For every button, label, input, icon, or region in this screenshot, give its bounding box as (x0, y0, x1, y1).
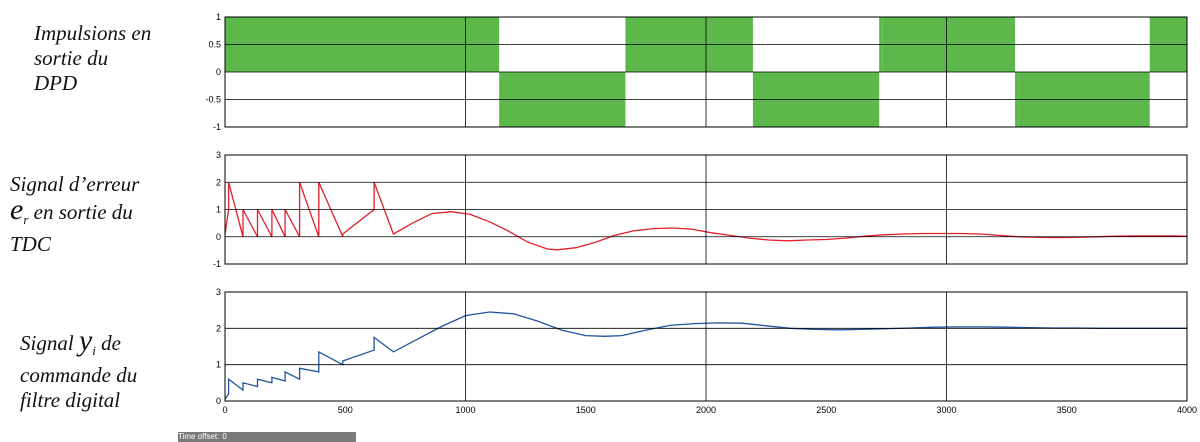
ytick-label-0-4: -1 (213, 122, 221, 132)
time-offset-value[interactable]: 0 (219, 432, 227, 442)
panel-border-0 (224, 16, 1188, 128)
ytick-label-1-4: -1 (213, 259, 221, 269)
control-label-line2: commande du (20, 363, 138, 388)
error-label-line2-text: en sortie du (28, 200, 133, 224)
pulse-label-line3: DPD (34, 71, 78, 95)
ytick-label-2-3: 0 (216, 396, 221, 406)
error-label-line1: Signal d’erreur (10, 172, 140, 196)
time-offset-bar: Time offset: 0 (178, 432, 356, 442)
ytick-label-2-2: 1 (216, 360, 221, 370)
ytick-label-0-2: 0 (216, 67, 221, 77)
ytick-label-2-0: 3 (216, 287, 221, 297)
xtick-label-4: 2000 (696, 405, 716, 415)
control-label-line3: filtre digital (20, 388, 121, 413)
ytick-label-0-0: 1 (216, 12, 221, 22)
control-subscript: i (92, 343, 96, 359)
ytick-label-1-2: 1 (216, 205, 221, 215)
ytick-label-0-3: -0.5 (205, 95, 221, 105)
xtick-label-8: 4000 (1177, 405, 1197, 415)
ytick-label-1-0: 3 (216, 150, 221, 160)
control-symbol: y (78, 324, 93, 357)
xtick-label-0: 0 (222, 405, 227, 415)
error-signal-line (224, 182, 1188, 251)
xtick-label-7: 3500 (1057, 405, 1077, 415)
ytick-label-1-1: 2 (216, 177, 221, 187)
xtick-label-2: 1000 (455, 405, 475, 415)
ytick-label-1-3: 0 (216, 232, 221, 242)
time-offset-label: Time offset: (178, 432, 220, 441)
ytick-label-2-1: 2 (216, 323, 221, 333)
xtick-label-3: 1500 (576, 405, 596, 415)
error-symbol: e (10, 193, 24, 226)
pulse-label-line2: sortie du (34, 46, 109, 70)
control-label-line1: Signal yi de (20, 326, 137, 363)
control-label-after: de (95, 331, 121, 355)
pulse-label: Impulsions en sortie du DPD (34, 21, 151, 96)
error-label: Signal d’erreur er en sortie du TDC (10, 172, 139, 257)
pulse-label-line1: Impulsions en (34, 21, 152, 45)
ytick-label-0-1: 0.5 (208, 40, 221, 50)
control-label: Signal yi de commande du filtre digital (20, 326, 138, 413)
panel-border-1 (224, 154, 1188, 265)
error-subscript: r (23, 212, 29, 228)
xtick-label-1: 500 (338, 405, 353, 415)
xtick-label-6: 3000 (936, 405, 956, 415)
panel-border-2 (224, 291, 1188, 402)
error-label-line3: TDC (10, 232, 51, 257)
control-label-word: Signal (20, 331, 79, 355)
xtick-label-5: 2500 (816, 405, 836, 415)
control-signal-line (224, 311, 1187, 400)
error-label-line2: er en sortie du (10, 195, 139, 232)
